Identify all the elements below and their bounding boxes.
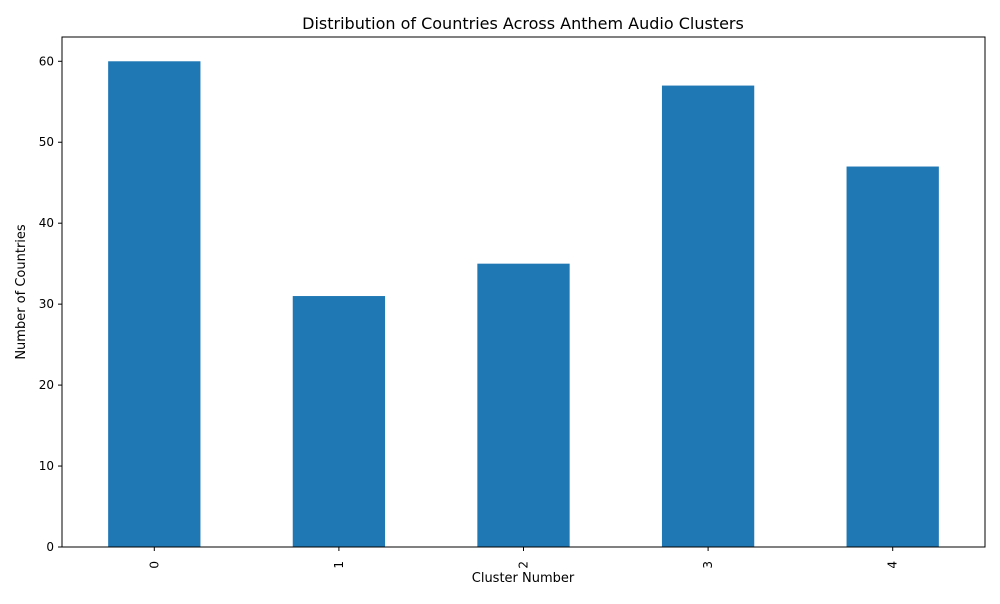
y-tick-label: 10 xyxy=(39,459,54,473)
chart-title: Distribution of Countries Across Anthem … xyxy=(302,14,744,33)
x-tick-label: 1 xyxy=(332,561,346,569)
y-tick-label: 40 xyxy=(39,216,54,230)
y-tick-label: 20 xyxy=(39,378,54,392)
y-tick-label: 50 xyxy=(39,135,54,149)
x-tick-label: 3 xyxy=(701,561,715,569)
bar-cluster-1 xyxy=(292,296,386,547)
bar-cluster-0 xyxy=(108,61,201,548)
bar-cluster-3 xyxy=(661,85,755,548)
y-tick-label: 0 xyxy=(46,540,54,554)
x-axis-label: Cluster Number xyxy=(472,571,575,586)
y-tick-label: 60 xyxy=(39,54,54,68)
y-tick-label: 30 xyxy=(39,297,54,311)
plot-frame xyxy=(61,36,986,548)
y-axis-ticks: 0 10 20 30 40 50 60 xyxy=(39,54,62,554)
bar-cluster-4 xyxy=(846,166,939,547)
x-tick-label: 2 xyxy=(517,561,531,569)
bar-cluster-2 xyxy=(477,263,570,547)
x-axis-ticks: 0 1 2 3 4 xyxy=(147,547,900,569)
bars-group xyxy=(108,61,939,548)
y-axis-label: Number of Countries xyxy=(14,224,29,360)
x-tick-label: 0 xyxy=(147,561,161,569)
x-tick-label: 4 xyxy=(886,561,900,569)
